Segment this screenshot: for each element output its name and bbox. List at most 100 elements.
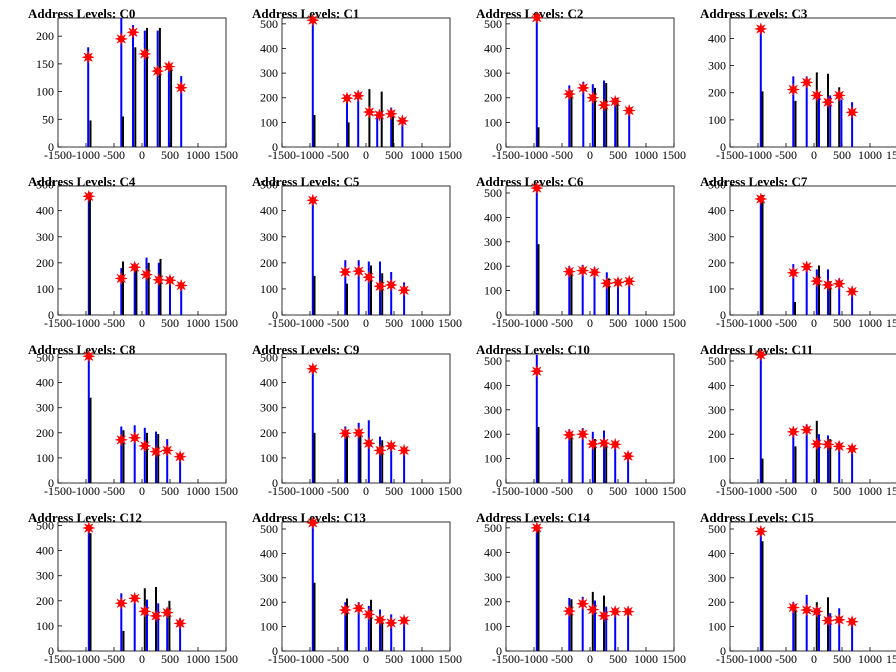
bar <box>89 397 92 483</box>
bar <box>829 613 832 651</box>
bar <box>344 426 347 483</box>
y-tick-label: 0 <box>496 476 502 490</box>
x-tick-label: 1000 <box>634 484 658 498</box>
bar <box>794 302 796 315</box>
star-marker <box>597 98 611 113</box>
y-tick-label: 300 <box>484 235 502 249</box>
chart-panel: Address Levels: C13 0 100 200 300 400 500 -1500… <box>252 510 462 666</box>
x-tick-label: 500 <box>609 316 627 330</box>
x-tick-label: -1500 <box>492 484 520 498</box>
bar <box>367 261 370 315</box>
bar <box>346 94 348 147</box>
star-marker <box>809 88 824 103</box>
x-tick-label: -500 <box>551 148 573 162</box>
bar <box>805 424 808 483</box>
star-marker <box>529 181 544 196</box>
bar <box>535 17 538 148</box>
bar <box>401 117 404 147</box>
bar <box>157 434 160 483</box>
star-marker <box>845 614 860 629</box>
x-tick-label: -500 <box>775 148 797 162</box>
bar <box>370 265 372 315</box>
y-tick-label: 500 <box>484 186 502 200</box>
x-tick-label: 1500 <box>438 652 462 666</box>
x-tick-label: 1500 <box>886 484 896 498</box>
star-marker <box>397 613 412 628</box>
plot-frame <box>505 185 675 316</box>
chart-title: Address Levels: C11 <box>700 342 813 357</box>
x-tick-label: -500 <box>103 652 125 666</box>
y-tick-label: 400 <box>484 378 502 392</box>
y-tick-label: 300 <box>484 403 502 417</box>
bar <box>794 446 797 483</box>
x-tick-label: 500 <box>385 652 403 666</box>
star-marker <box>585 437 600 451</box>
y-tick-label: 100 <box>260 620 278 634</box>
star-marker <box>576 80 591 95</box>
x-tick-label: 0 <box>587 316 593 330</box>
star-marker <box>384 106 399 121</box>
bar <box>603 80 605 147</box>
bar <box>367 605 370 651</box>
star-marker <box>384 278 399 292</box>
bar <box>367 420 370 483</box>
bar <box>379 609 381 651</box>
bar <box>311 20 314 148</box>
bar <box>157 262 160 315</box>
bar <box>535 354 538 483</box>
x-tick-label: 0 <box>587 148 593 162</box>
y-tick-label: 300 <box>260 230 278 244</box>
bar <box>120 426 123 483</box>
x-tick-label: 500 <box>161 484 179 498</box>
star-marker <box>821 437 835 452</box>
y-tick-label: 400 <box>260 204 278 218</box>
bar <box>180 282 183 315</box>
y-tick-label: 0 <box>496 140 502 154</box>
star-marker <box>127 591 142 606</box>
star-marker <box>799 259 814 274</box>
x-tick-label: 500 <box>609 652 627 666</box>
y-tick-label: 100 <box>36 451 54 465</box>
x-tick-label: -1500 <box>268 652 296 666</box>
star-marker <box>622 103 637 118</box>
bar <box>179 454 182 483</box>
bar <box>616 97 619 147</box>
chart-panel: Address Levels: C0 0 50 100 150 200 -1500 -1000… <box>28 6 238 162</box>
bar <box>376 115 379 147</box>
y-tick-label: 300 <box>260 401 278 415</box>
bar <box>827 73 829 147</box>
y-tick-label: 100 <box>260 451 278 465</box>
x-tick-label: 0 <box>811 652 817 666</box>
bar <box>390 444 393 483</box>
bar <box>381 616 384 651</box>
bar <box>794 100 797 147</box>
bar <box>132 25 134 148</box>
x-tick-label: -1500 <box>44 652 72 666</box>
star-marker <box>608 437 623 452</box>
chart-title: Address Levels: C8 <box>28 342 136 357</box>
x-tick-label: 1000 <box>634 652 658 666</box>
x-tick-label: -1500 <box>44 316 72 330</box>
plot-frame <box>281 17 451 148</box>
star-marker <box>597 436 611 451</box>
y-tick-label: 0 <box>48 476 54 490</box>
star-marker <box>351 601 366 616</box>
y-tick-label: 0 <box>48 140 54 154</box>
bar <box>570 431 573 483</box>
y-tick-label: 500 <box>260 522 278 536</box>
bar <box>134 47 137 148</box>
x-tick-label: 1500 <box>886 316 896 330</box>
x-tick-label: 1000 <box>858 148 882 162</box>
bar <box>829 281 832 315</box>
bar <box>840 99 843 147</box>
bar <box>815 72 818 147</box>
y-tick-label: 100 <box>484 619 502 633</box>
x-tick-label: 1000 <box>634 148 658 162</box>
bar <box>169 275 171 315</box>
y-tick-label: 0 <box>272 644 278 658</box>
bar <box>313 275 316 315</box>
bar <box>805 266 808 315</box>
bar <box>133 597 136 651</box>
star-marker <box>799 603 814 617</box>
y-tick-label: 100 <box>708 620 726 634</box>
